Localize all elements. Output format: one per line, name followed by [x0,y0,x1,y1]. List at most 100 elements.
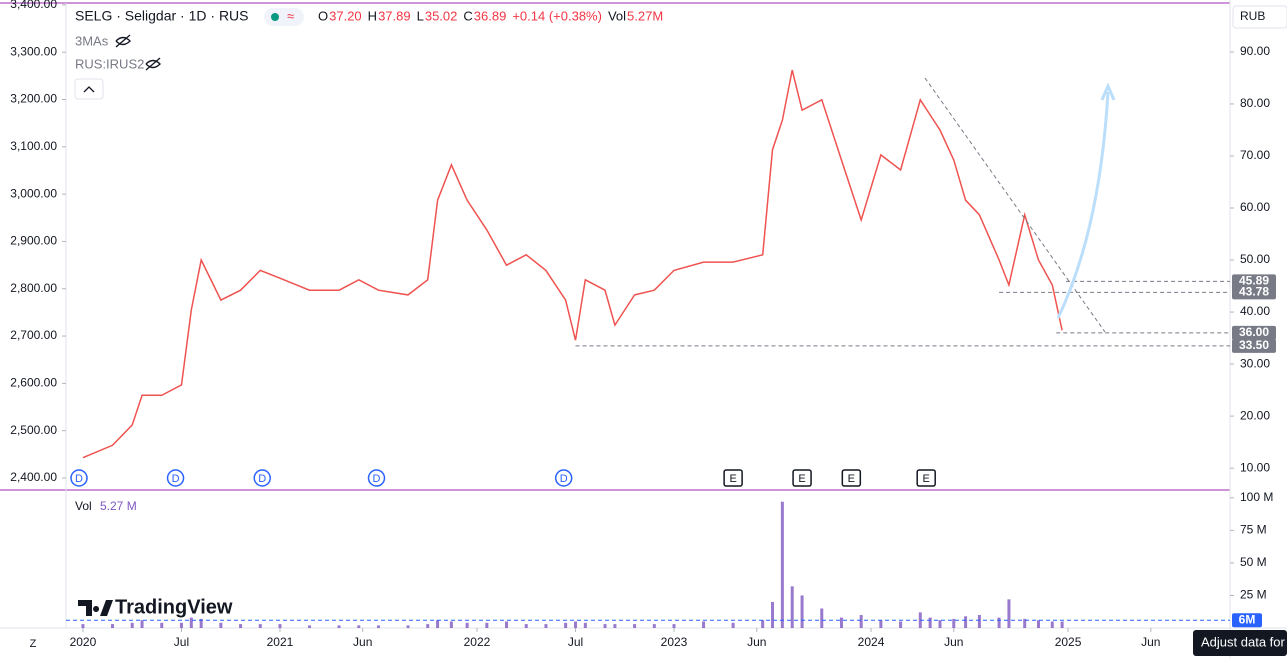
tooltip-text: Adjust data for [1201,634,1285,649]
volume-bar [899,621,903,628]
volume-bar [308,625,312,628]
volume-bar [219,622,223,628]
x-tick-label: Jul [174,635,189,649]
volume-bar [652,624,656,628]
event-label: E [798,473,805,485]
event-label: D [75,473,83,485]
volume-bar [603,624,607,628]
volume-bar [1060,621,1064,628]
volume-bar [564,622,568,628]
y2-tick-label: 3,200.00 [10,92,57,106]
volume-bar [761,620,765,628]
x-tick-label: 2025 [1055,635,1082,649]
volume-bar [997,617,1001,628]
y2-tick-label: 3,000.00 [10,186,57,200]
volume-bar [1007,599,1011,628]
status-pill[interactable] [264,8,304,26]
volume-bar [544,624,548,628]
volume-bar [110,624,114,628]
event-label: D [560,473,568,485]
volume-bar [465,622,469,628]
level-label: 36.00 [1239,325,1269,339]
currency: RUB [1240,9,1265,23]
volume-bar [189,617,193,628]
dividend-marker [554,469,573,487]
y2-tick-label: 2,700.00 [10,328,57,342]
y-tick-label: 70.00 [1240,148,1270,162]
volume-bar [952,618,956,628]
y-tick-label: 50.00 [1240,252,1270,266]
symbol: SELG · Seligdar · 1D · RUS [75,8,249,24]
volume-bar [820,608,824,628]
y-tick-label: 20.00 [1240,408,1270,422]
hide-icon[interactable] [145,57,161,71]
volume-bar [179,622,183,628]
volume-value: 5.27 M [100,499,137,513]
event-label: E [848,473,855,485]
x-tick-label: Jun [944,635,963,649]
volume-bar [977,614,981,628]
volume-bar [239,624,243,628]
currency-dropdown[interactable] [1232,5,1287,29]
level-box [1232,274,1276,289]
price-line [82,69,1063,459]
level-box [1232,325,1276,340]
forecast-arrow [1056,91,1110,319]
collapse-button[interactable] [74,78,104,100]
y2-tick-label: 3,400.00 [10,0,57,11]
x-tick-label: Jun [1141,635,1160,649]
logo-mark [78,600,113,616]
level-box [1232,338,1276,353]
level-label: 33.50 [1239,338,1269,352]
earnings-marker [841,469,862,487]
volume-bar [1036,620,1040,628]
volume-bar [357,625,361,628]
volume-bar [964,616,968,628]
zoom-label: Z [30,638,37,650]
ohlc-key: H [368,8,377,23]
volume-bar [839,617,843,628]
ohlc-key: O [318,8,328,23]
volume-bar [199,618,203,628]
vol-value: 5.27M [627,8,663,23]
x-tick-label: Jul [568,635,583,649]
collapse-icon [83,86,95,93]
level-label: 43.78 [1239,285,1269,299]
event-label: E [729,473,736,485]
volume-bar [130,622,134,628]
hide-icon[interactable] [115,34,131,48]
y-tick-label: 25 M [1240,588,1267,602]
volume-bar [140,620,144,628]
y-tick-label: 50 M [1240,555,1267,569]
dividend-marker [253,469,271,487]
volume-bar [426,624,430,628]
zoom-button[interactable] [22,634,44,654]
y-tick-label: 75 M [1240,523,1267,537]
volume-bar [583,622,587,628]
forecast-arrow-head [1100,82,1116,101]
ohlc-key: C [463,8,472,23]
volume-bar [938,620,942,628]
volume-bar [524,624,528,628]
earnings-marker [792,469,812,487]
trend-line [924,77,1106,333]
level-box [1232,613,1262,628]
volume-bar [258,624,262,628]
x-tick-label: Jun [353,635,372,649]
y-tick-label: 60.00 [1240,200,1270,214]
y-tick-label: 40.00 [1240,304,1270,318]
y2-tick-label: 2,800.00 [10,281,57,295]
event-label: D [172,473,180,485]
earnings-marker [916,469,936,487]
y2-tick-label: 3,100.00 [10,139,57,153]
volume-bar [573,621,577,628]
y-tick-label: 10.00 [1240,460,1270,474]
vol-key: Vol [608,8,626,23]
volume-bar [613,624,617,628]
x-tick-label: 2022 [464,635,491,649]
volume-bar [771,601,775,628]
indicator: RUS:IRUS2 [75,56,144,71]
y-tick-label: 80.00 [1240,96,1270,110]
